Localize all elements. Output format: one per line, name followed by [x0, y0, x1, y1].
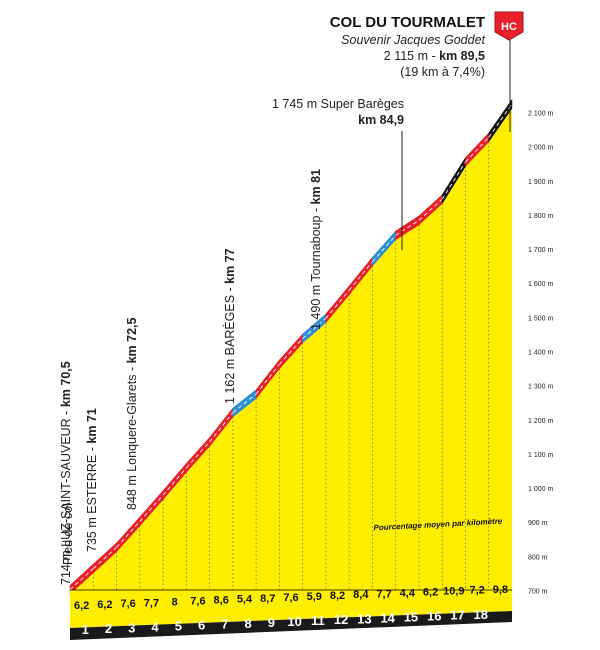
gradient-label: 10,9 — [443, 586, 464, 598]
waypoint-superbareges-km: km 84,9 — [358, 113, 404, 127]
profile-line-layer — [69, 98, 513, 595]
profile-centre-dash — [348, 261, 373, 291]
km-number: 12 — [334, 612, 348, 627]
km-number: 7 — [221, 617, 228, 632]
gradient-label: 7,7 — [144, 597, 159, 609]
profile-centre-dash — [302, 317, 327, 339]
summit-title: COL DU TOURMALET — [330, 14, 485, 31]
km-number: 14 — [380, 610, 395, 625]
km-number: 2 — [105, 621, 112, 636]
km-number: 15 — [404, 610, 418, 625]
km-base-band — [70, 589, 512, 640]
km-number: 10 — [287, 614, 301, 629]
y-tick-label: 1 800 m — [528, 213, 553, 220]
km-number: 6 — [198, 618, 205, 633]
waypoint-luz-label: 714 m LUZ-SAINT-SAUVEUR - km 70,5 — [59, 361, 73, 585]
waypoint-bareges-label: 1 162 m BARÈGES - km 77 — [222, 248, 237, 404]
y-tick-label: 800 m — [528, 554, 548, 561]
gradient-label: 7,7 — [376, 588, 391, 600]
gradient-label: 6,2 — [97, 599, 112, 611]
profile-centre-dash — [92, 547, 117, 569]
gradient-label: 6,2 — [74, 600, 89, 612]
base-gradient-strip — [70, 590, 512, 628]
km-number: 11 — [311, 613, 325, 628]
gradient-label: 5,9 — [307, 591, 322, 603]
summit-label: COL DU TOURMALET Souvenir Jacques Goddet… — [330, 14, 486, 79]
y-tick-label: 1 500 m — [528, 315, 553, 322]
km-number: 16 — [427, 609, 441, 624]
km-number: 4 — [151, 619, 159, 634]
waypoint-esterre-label: 735 m ESTERRE - km 71 — [85, 408, 99, 552]
km-number: 3 — [128, 620, 135, 635]
gradient-label: 7,2 — [469, 585, 484, 597]
summit-altitude: 2 115 m - — [384, 49, 439, 63]
y-tick-label: 1 400 m — [528, 350, 553, 357]
y-tick-label: 1 600 m — [528, 281, 553, 288]
y-tick-label: 1 200 m — [528, 418, 553, 425]
gradient-labels: 6,2 6,2 7,6 7,7 8 7,6 8,6 5,4 8,7 7,6 5,9 8,2 8,4 7,7… — [74, 584, 508, 612]
gradient-label: 4,4 — [400, 587, 416, 599]
y-tick-label: 2 000 m — [528, 145, 553, 152]
summit-subtitle: Souvenir Jacques Goddet — [341, 33, 485, 47]
gradient-label: 7,6 — [190, 596, 205, 608]
km-number: 8 — [244, 616, 251, 631]
profile-centre-dash — [372, 235, 397, 262]
profile-centre-dash — [69, 568, 94, 591]
km-number: 18 — [474, 607, 488, 622]
profile-centre-dash — [395, 219, 420, 236]
gradient-label: 5,4 — [237, 594, 253, 606]
profile-area — [70, 100, 512, 591]
y-tick-label: 1 300 m — [528, 384, 553, 391]
y-axis-ticks: 700 m 800 m 900 m 1 000 m 1 100 m 1 200 m 1 30… — [528, 111, 553, 596]
profile-centre-dash — [209, 412, 234, 443]
profile-centre-dash — [279, 338, 303, 365]
waypoint-luz-sublabel: Pied de col — [61, 503, 75, 565]
profile-centre-dash — [232, 393, 257, 413]
profile-fill-layer — [70, 100, 512, 591]
profile-centre-dash — [255, 364, 280, 395]
profile-centre-dash — [116, 521, 141, 548]
profile-centre-dash — [441, 161, 466, 200]
gradient-label: 8 — [172, 596, 178, 608]
gradient-label: 6,2 — [423, 587, 438, 599]
vertical-grid-layer — [92, 141, 490, 590]
km-number: 9 — [268, 615, 275, 630]
category-badge: HC — [501, 21, 517, 33]
y-tick-label: 1 100 m — [528, 452, 553, 459]
km-number: 1 — [82, 622, 89, 637]
summit-altitude-km: 2 115 m - km 89,5 — [384, 49, 485, 63]
category-flag-icon: HC — [494, 11, 524, 41]
km-number: 17 — [450, 608, 464, 623]
gradient-label: 8,7 — [260, 593, 275, 605]
gradient-label: 8,2 — [330, 590, 345, 602]
y-tick-label: 700 m — [528, 589, 548, 596]
profile-centre-dash — [465, 137, 490, 163]
km-number: 5 — [175, 619, 182, 634]
waypoint-tournaboup-label: 1 490 m Tournaboup - km 81 — [309, 169, 323, 330]
profile-centre-dash — [185, 441, 210, 469]
y-tick-label: 1 900 m — [528, 179, 553, 186]
km-number: 13 — [357, 611, 371, 626]
waypoint-longuere-label: 848 m Lonquere-Glarets - km 72,5 — [125, 317, 139, 510]
gradient-label: 8,4 — [353, 589, 369, 601]
km-labels: 1 2 3 4 5 6 7 8 9 10 11 12 13 14 15 16 17 18 — [82, 607, 488, 637]
profile-segment — [488, 98, 513, 143]
base-km-strip — [70, 611, 512, 640]
summit-km: km 89,5 — [439, 49, 485, 63]
y-tick-label: 1 000 m — [528, 486, 553, 493]
gradient-label: 8,6 — [214, 595, 229, 607]
profile-centre-dash — [139, 494, 164, 522]
waypoint-superbareges-name: 1 745 m Super Barèges — [272, 97, 404, 111]
summit-stats: (19 km à 7,4%) — [400, 65, 485, 79]
profile-centre-dash — [162, 467, 187, 496]
profile-centre-dash — [418, 198, 443, 221]
gradient-label: 7,6 — [283, 592, 298, 604]
y-tick-label: 2 100 m — [528, 111, 553, 118]
y-tick-label: 1 700 m — [528, 247, 553, 254]
y-tick-label: 900 m — [528, 520, 548, 527]
gradient-label: 7,6 — [121, 598, 136, 610]
gradient-label: 9,8 — [493, 584, 508, 596]
profile-centre-dash — [325, 290, 350, 319]
